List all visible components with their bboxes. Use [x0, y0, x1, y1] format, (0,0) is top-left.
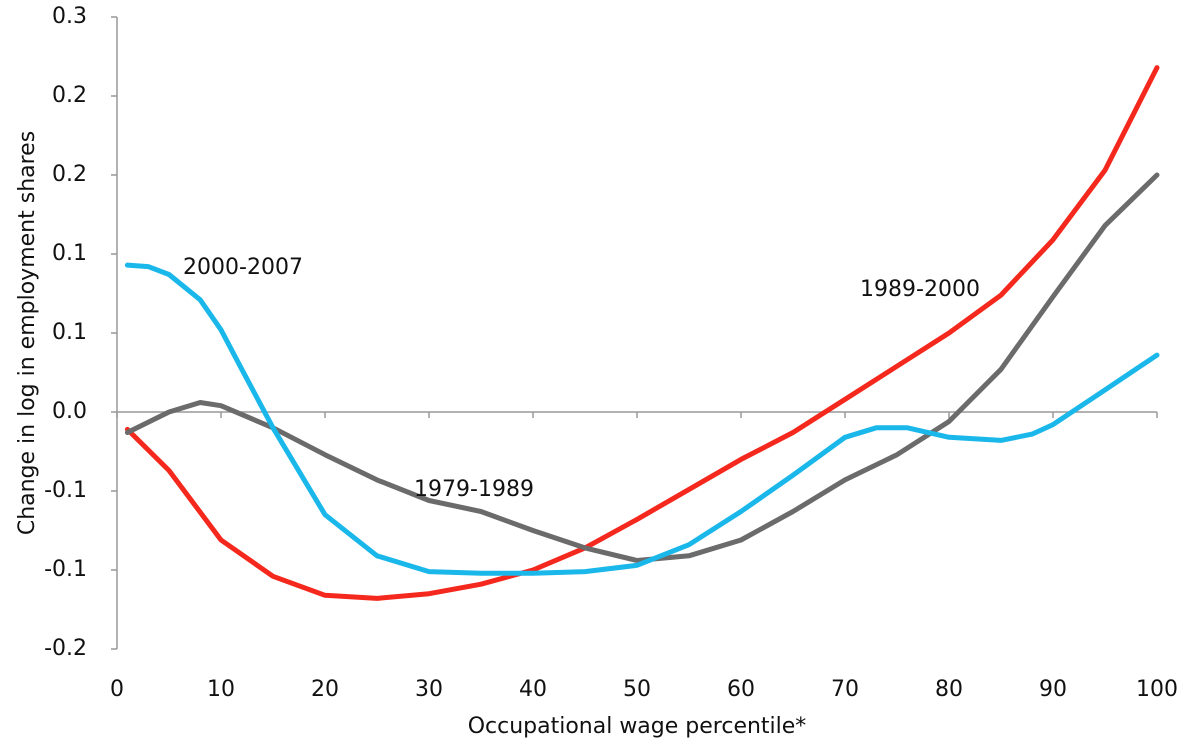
x-tick-label: 60	[727, 677, 755, 702]
x-tick-label: 30	[415, 677, 443, 702]
line	[124, 172, 1160, 563]
x-tick-label: 80	[935, 677, 963, 702]
y-tick-label: -0.1	[44, 557, 87, 582]
y-tick-label: -0.1	[44, 478, 87, 503]
series-label: 1979-1989	[414, 477, 534, 502]
x-axis-title: Occupational wage percentile*	[468, 714, 807, 739]
x-tick-label: 90	[1039, 677, 1067, 702]
series-label: 1989-2000	[860, 277, 980, 302]
y-tick-label: 0.3	[52, 4, 87, 29]
x-tick-label: 100	[1136, 677, 1178, 702]
x-tick-label: 10	[207, 677, 235, 702]
line	[124, 262, 1160, 576]
y-tick-label: 0.2	[52, 83, 87, 108]
y-tick-label: -0.2	[44, 636, 87, 661]
y-axis-title: Change in log in employment shares	[15, 131, 40, 535]
y-tick-label: 0.0	[52, 399, 87, 424]
series-label: 2000-2007	[183, 255, 303, 280]
x-tick-label: 20	[311, 677, 339, 702]
x-tick-label: 70	[831, 677, 859, 702]
x-tick-label: 40	[519, 677, 547, 702]
line	[124, 65, 1160, 601]
x-tick-label: 50	[623, 677, 651, 702]
y-tick-label: 0.2	[52, 162, 87, 187]
y-tick-label: 0.1	[52, 241, 87, 266]
y-tick-label: 0.1	[52, 320, 87, 345]
x-tick-label: 0	[110, 677, 124, 702]
